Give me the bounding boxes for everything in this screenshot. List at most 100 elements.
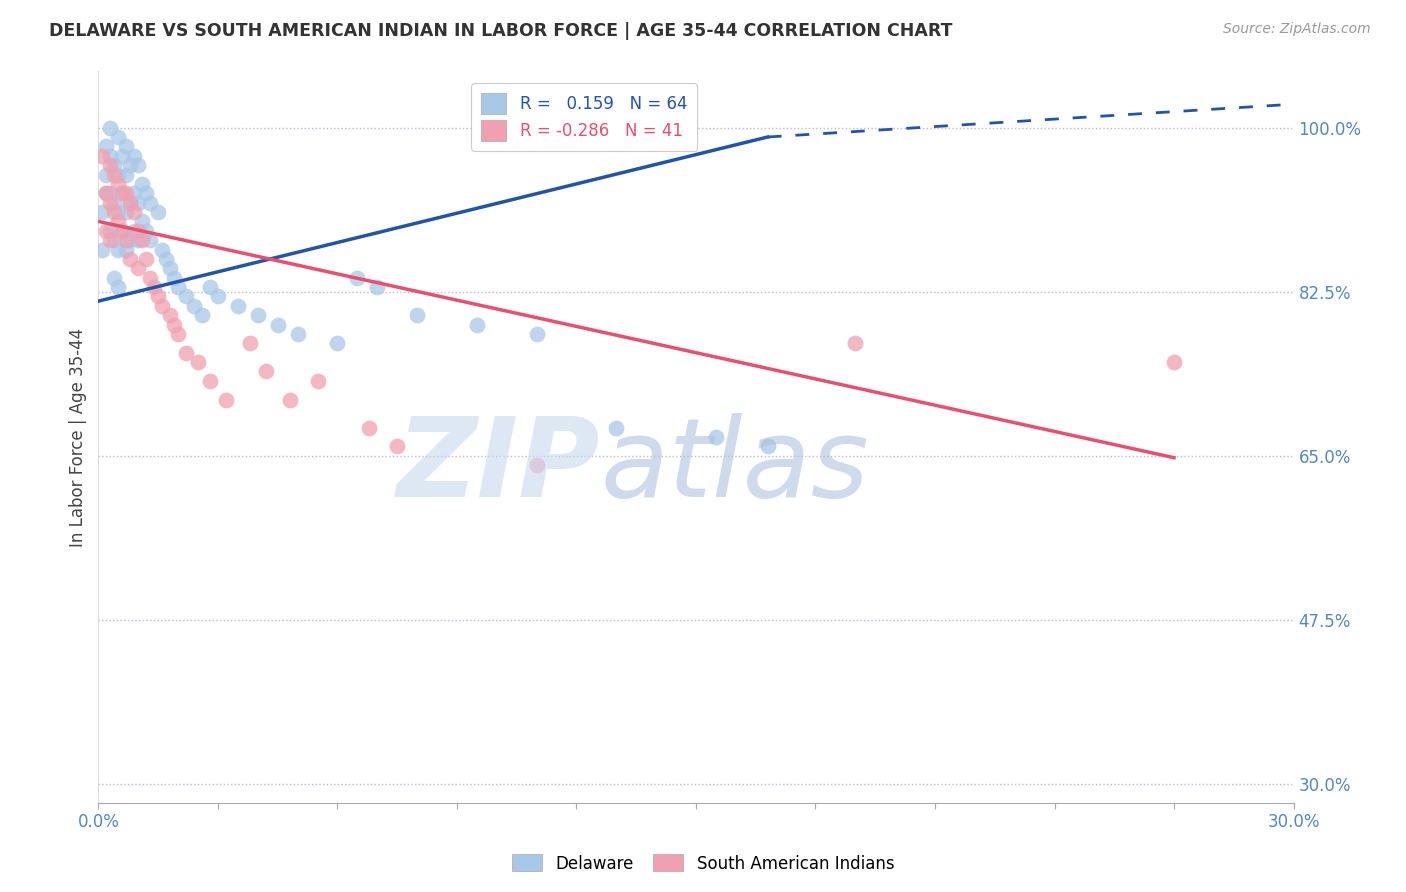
Point	[150, 299, 173, 313]
Point	[115, 139, 138, 153]
Point	[139, 195, 162, 210]
Point	[127, 224, 149, 238]
Point	[246, 308, 269, 322]
Point	[465, 318, 488, 332]
Point	[239, 336, 262, 351]
Point	[91, 205, 114, 219]
Point	[359, 420, 381, 434]
Point	[98, 224, 122, 238]
Text: atlas: atlas	[600, 413, 869, 520]
Point	[127, 233, 149, 247]
Point	[526, 326, 548, 341]
Point	[107, 130, 129, 145]
Point	[103, 270, 125, 285]
Point	[131, 214, 153, 228]
Point	[163, 270, 186, 285]
Point	[148, 289, 170, 303]
Point	[124, 224, 146, 238]
Point	[96, 139, 118, 153]
Point	[107, 280, 129, 294]
Point	[120, 195, 142, 210]
Point	[207, 289, 229, 303]
Point	[605, 420, 627, 434]
Point	[159, 261, 181, 276]
Point	[127, 158, 149, 172]
Point	[406, 308, 429, 322]
Point	[326, 336, 349, 351]
Point	[174, 345, 197, 359]
Point	[103, 205, 125, 219]
Point	[215, 392, 238, 407]
Point	[96, 168, 118, 182]
Point	[107, 177, 129, 191]
Point	[159, 308, 181, 322]
Point	[107, 243, 129, 257]
Point	[115, 186, 138, 201]
Point	[346, 270, 368, 285]
Point	[103, 233, 125, 247]
Point	[526, 458, 548, 473]
Point	[307, 374, 329, 388]
Point	[127, 261, 149, 276]
Point	[167, 326, 190, 341]
Point	[107, 168, 129, 182]
Point	[107, 205, 129, 219]
Point	[131, 233, 153, 247]
Point	[96, 186, 118, 201]
Point	[278, 392, 301, 407]
Point	[1163, 355, 1185, 369]
Point	[135, 252, 157, 266]
Point	[267, 318, 290, 332]
Point	[115, 233, 138, 247]
Point	[96, 186, 118, 201]
Point	[98, 186, 122, 201]
Point	[111, 224, 134, 238]
Point	[704, 430, 727, 444]
Point	[115, 168, 138, 182]
Point	[187, 355, 209, 369]
Point	[174, 289, 197, 303]
Point	[131, 177, 153, 191]
Point	[98, 233, 122, 247]
Point	[111, 224, 134, 238]
Point	[143, 280, 166, 294]
Point	[135, 224, 157, 238]
Legend: R =   0.159   N = 64, R = -0.286   N = 41: R = 0.159 N = 64, R = -0.286 N = 41	[471, 83, 697, 151]
Point	[163, 318, 186, 332]
Point	[385, 440, 409, 454]
Point	[124, 186, 146, 201]
Point	[254, 364, 277, 378]
Point	[111, 149, 134, 163]
Point	[98, 149, 122, 163]
Point	[98, 195, 122, 210]
Point	[103, 168, 125, 182]
Point	[120, 252, 142, 266]
Point	[287, 326, 309, 341]
Point	[96, 224, 118, 238]
Point	[98, 120, 122, 135]
Point	[91, 149, 114, 163]
Point	[98, 158, 122, 172]
Point	[198, 280, 221, 294]
Point	[111, 186, 134, 201]
Point	[226, 299, 249, 313]
Point	[115, 205, 138, 219]
Point	[148, 205, 170, 219]
Point	[91, 243, 114, 257]
Point	[127, 195, 149, 210]
Point	[167, 280, 190, 294]
Point	[120, 158, 142, 172]
Point	[139, 233, 162, 247]
Point	[183, 299, 205, 313]
Point	[139, 270, 162, 285]
Text: DELAWARE VS SOUTH AMERICAN INDIAN IN LABOR FORCE | AGE 35-44 CORRELATION CHART: DELAWARE VS SOUTH AMERICAN INDIAN IN LAB…	[49, 22, 953, 40]
Point	[366, 280, 388, 294]
Text: ZIP: ZIP	[396, 413, 600, 520]
Point	[756, 440, 779, 454]
Point	[124, 149, 146, 163]
Point	[111, 186, 134, 201]
Point	[150, 243, 173, 257]
Point	[107, 214, 129, 228]
Legend: Delaware, South American Indians: Delaware, South American Indians	[505, 847, 901, 880]
Point	[124, 205, 146, 219]
